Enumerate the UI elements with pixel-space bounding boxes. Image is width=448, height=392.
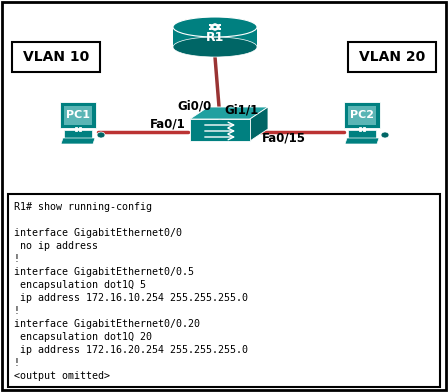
Text: Fa0/15: Fa0/15 [262,131,306,145]
Ellipse shape [381,132,389,138]
Polygon shape [345,138,379,144]
Text: PC2: PC2 [350,110,374,120]
Polygon shape [64,130,92,138]
Text: Gi1/1: Gi1/1 [224,103,258,116]
FancyBboxPatch shape [8,194,440,387]
Text: Fa0/1: Fa0/1 [150,118,186,131]
Polygon shape [190,119,250,141]
FancyBboxPatch shape [348,42,436,72]
Polygon shape [344,102,380,128]
Polygon shape [348,106,376,125]
Text: encapsulation dot1Q 20: encapsulation dot1Q 20 [14,332,152,342]
Text: R1# show running-config: R1# show running-config [14,202,152,212]
Polygon shape [173,27,257,47]
Ellipse shape [173,17,257,37]
Polygon shape [348,130,376,138]
Ellipse shape [97,132,105,138]
Text: Gi0/0: Gi0/0 [178,99,212,112]
Text: interface GigabitEthernet0/0: interface GigabitEthernet0/0 [14,228,182,238]
Text: !: ! [14,358,20,368]
Text: !: ! [14,306,20,316]
Text: <output omitted>: <output omitted> [14,371,110,381]
Polygon shape [64,106,92,125]
Text: no ip address: no ip address [14,241,98,251]
Text: ip address 172.16.20.254 255.255.255.0: ip address 172.16.20.254 255.255.255.0 [14,345,248,355]
Ellipse shape [173,17,257,37]
Text: interface GigabitEthernet0/0.5: interface GigabitEthernet0/0.5 [14,267,194,277]
Polygon shape [250,107,268,141]
Text: VLAN 20: VLAN 20 [359,50,425,64]
Text: encapsulation dot1Q 5: encapsulation dot1Q 5 [14,280,146,290]
Polygon shape [190,107,268,119]
Text: !: ! [14,254,20,264]
Polygon shape [61,138,95,144]
Text: interface GigabitEthernet0/0.20: interface GigabitEthernet0/0.20 [14,319,200,329]
Text: PC1: PC1 [66,110,90,120]
Text: ip address 172.16.10.254 255.255.255.0: ip address 172.16.10.254 255.255.255.0 [14,293,248,303]
Text: R1: R1 [206,31,224,44]
FancyBboxPatch shape [12,42,100,72]
Polygon shape [60,102,96,128]
Ellipse shape [173,37,257,57]
Text: VLAN 10: VLAN 10 [23,50,89,64]
